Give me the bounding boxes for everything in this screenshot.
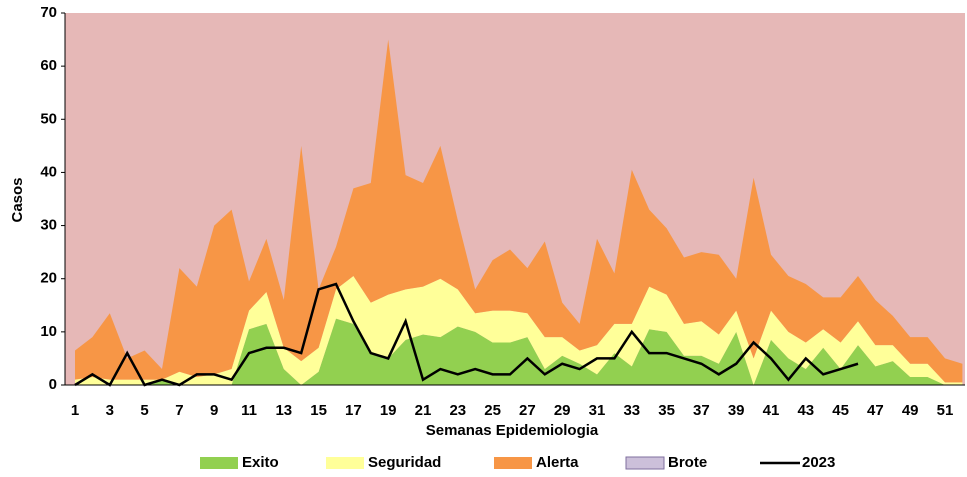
area [75,276,963,385]
x-tick-label: 51 [937,402,954,419]
x-tick-label: 21 [415,402,432,419]
x-tick-label: 3 [106,402,114,419]
x-tick-label: 43 [797,402,814,419]
x-tick-label: 11 [241,402,257,419]
legend-swatch [326,457,364,469]
x-tick-label: 29 [554,402,571,419]
y-tick-label: 70 [40,4,57,21]
y-axis-label: Casos [9,177,26,222]
y-tick-label: 20 [40,270,57,287]
legend-label: Alerta [536,454,579,471]
legend-label: Seguridad [368,454,441,471]
x-tick-label: 33 [623,402,640,419]
area [75,39,963,383]
x-tick-label: 9 [210,402,218,419]
x-tick-label: 35 [658,402,675,419]
y-tick-label: 10 [40,323,57,340]
legend-swatch [494,457,532,469]
x-tick-label: 37 [693,402,710,419]
y-tick-label: 40 [40,163,57,180]
legend-label: 2023 [802,454,835,471]
y-tick-label: 60 [40,57,57,74]
x-axis-label: Semanas Epidemiologia [426,422,599,439]
x-tick-label: 15 [310,402,327,419]
x-tick-label: 41 [763,402,780,419]
x-tick-label: 27 [519,402,536,419]
legend-label: Exito [242,454,279,471]
area [75,318,963,385]
x-tick-label: 17 [345,402,362,419]
y-tick-label: 30 [40,217,57,234]
x-tick-label: 23 [449,402,466,419]
legend-label: Brote [668,454,707,471]
x-tick-label: 25 [484,402,501,419]
y-tick-label: 50 [40,110,57,127]
x-tick-label: 13 [275,402,292,419]
x-tick-label: 7 [175,402,183,419]
x-tick-label: 5 [140,402,148,419]
x-tick-label: 49 [902,402,919,419]
y-tick-label: 0 [49,376,57,393]
line-2023 [74,282,859,387]
x-tick-label: 45 [832,402,849,419]
x-tick-label: 47 [867,402,884,419]
x-tick-label: 39 [728,402,745,419]
x-tick-label: 19 [380,402,397,419]
x-tick-label: 1 [71,402,79,419]
legend-swatch [625,456,665,470]
x-tick-label: 31 [589,402,606,419]
legend-swatch [200,457,238,469]
